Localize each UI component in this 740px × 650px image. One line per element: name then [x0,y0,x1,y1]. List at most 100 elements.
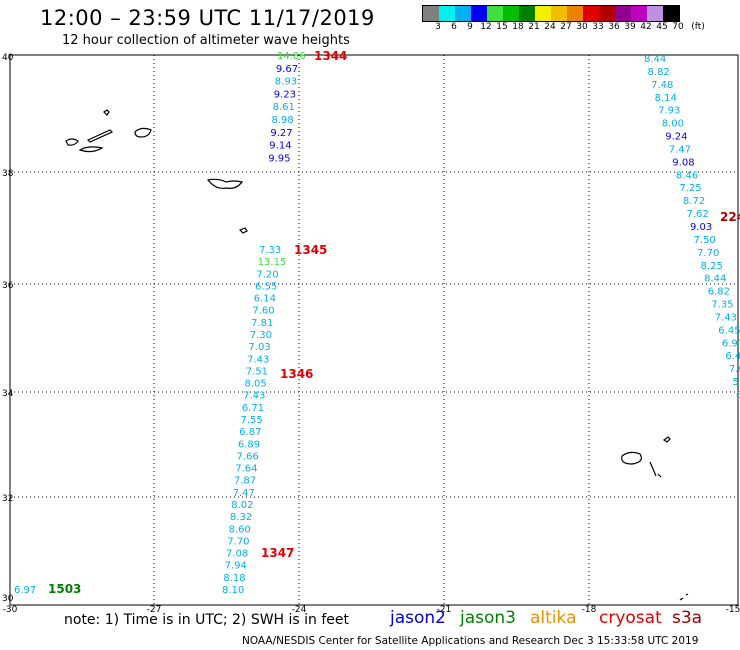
pass-number-label: 1347 [261,546,294,560]
lat-tick-label: 36 [2,281,14,291]
legend-label: 39 [624,22,636,32]
legend-label: 27 [560,22,572,32]
wave-height-value: 8.18 [223,573,245,584]
legend-swatch [455,6,471,21]
wave-height-value: 8.44 [704,274,726,285]
legend-swatch [583,6,599,21]
lon-tick-label: -24 [292,605,307,615]
wave-height-value: 7.87 [234,476,256,487]
legend-swatch [423,6,439,21]
satellite-name: jason3 [460,608,516,628]
lat-tick-label: 34 [2,389,14,399]
wave-height-value: 9.95 [268,153,290,164]
wave-height-value: 9.14 [269,141,291,152]
wave-height-value: 6.82 [708,287,730,298]
wave-height-value: 7.25 [679,183,701,194]
lon-tick-label: -18 [582,605,597,615]
wave-height-value: 7.08 [226,549,248,560]
legend-swatch [439,6,455,21]
wave-height-value: 9.67 [276,64,298,75]
wave-height-value: 7.51 [246,366,268,377]
coastlines [65,109,689,601]
legend-swatch [471,6,487,21]
pass-number-label: 1344 [314,49,347,63]
legend-label: 6 [451,22,457,32]
legend-label: 45 [656,22,668,32]
wave-height-value: 6.97 [14,585,36,596]
color-legend-labels: 3 6 9 12 15 18 21 24 27 30 33 36 39 42 45 70 (ft) [422,22,740,34]
wave-height-value: 7.43 [243,391,265,402]
lon-tick-label: -30 [3,605,18,615]
legend-swatch [519,6,535,21]
wave-height-value: 9.03 [690,222,712,233]
wave-height-value: 6.4 [725,351,740,362]
legend-label: 9 [467,22,473,32]
legend-label: 70 [672,22,684,32]
chart-subtitle: 12 hour collection of altimeter wave hei… [62,33,350,48]
wave-height-value: 6.55 [255,281,277,292]
legend-swatch [567,6,583,21]
pass-number-label: 1345 [294,243,327,257]
wave-height-value: 9.23 [274,89,296,100]
wave-height-value: 6.14 [254,294,276,305]
wave-height-value: 7.0 [729,364,740,375]
satellite-name: jason2 [390,608,446,628]
credit-line: NOAA/NESDIS Center for Satellite Applica… [242,635,699,647]
legend-swatch [503,6,519,21]
satellite-name: altika [530,608,577,628]
wave-height-value: 9.08 [672,157,694,168]
wave-height-value: 8.10 [222,585,244,596]
gridlines [10,55,738,605]
legend-label: (ft) [691,22,705,32]
legend-label: 15 [496,22,508,32]
lat-tick-label: 32 [2,494,13,504]
wave-height-value: 7.03 [248,342,270,353]
wave-height-value: 7.64 [235,464,257,475]
wave-height-value: 6.89 [238,439,260,450]
wave-height-value: 7.30 [250,330,272,341]
wave-height-value: 5. [732,377,740,388]
wave-height-value: 14.86 [277,51,306,62]
wave-height-value: 8.60 [229,524,251,535]
wave-height-value: 7.62 [686,209,708,220]
pass-number-label: 1346 [280,367,313,381]
legend-swatch [535,6,551,21]
legend-label: 36 [608,22,620,32]
wave-height-value: 6.87 [239,427,261,438]
pass-number-label: 1503 [48,582,81,596]
wave-height-value: 8.25 [701,261,723,272]
wave-height-value: 8.98 [272,115,294,126]
legend-swatch [551,6,567,21]
wave-height-value: 7.60 [252,306,274,317]
altimeter-tracks: 14.86 9.67 8.939.23 8.61 8.98 9.27 9.149.95 7.3… [14,51,740,596]
legend-label: 3 [435,22,441,32]
legend-swatch [615,6,631,21]
wave-height-value: 7.47 [233,488,255,499]
legend-label: 33 [592,22,604,32]
island-santa-maria [238,227,248,234]
island-terceira [134,127,152,138]
wave-height-value: 13.15 [258,257,287,268]
wave-height-value: 7.50 [694,235,716,246]
wave-height-value: 7.43 [715,312,737,323]
wave-height-value: 8.02 [231,500,253,511]
pass-number-label: 224 [720,210,740,224]
chart-title: 12:00 – 23:59 UTC 11/17/2019 [40,6,375,30]
island-porto-santo [662,436,671,443]
legend-swatch [647,6,663,21]
lat-axis: 40 38 36 34 32 30 [2,53,14,604]
pass-labels: 1344 1345 1346 1347 1503 224 [48,49,740,596]
wave-height-value: 7.35 [711,300,733,311]
wave-height-value: 7.55 [241,415,263,426]
wave-height-value: 7.70 [697,248,719,259]
wave-height-value: 8.14 [655,93,677,104]
wave-height-value: 7.66 [237,451,259,462]
wave-height-value: 7.48 [651,80,673,91]
island-madeira [621,451,642,465]
lon-tick-label: -15 [726,605,740,615]
island-sao-jorge [86,129,114,143]
island-desertas [649,461,662,478]
wave-height-value: 6 [736,390,740,401]
wave-height-value: 7.70 [227,536,249,547]
